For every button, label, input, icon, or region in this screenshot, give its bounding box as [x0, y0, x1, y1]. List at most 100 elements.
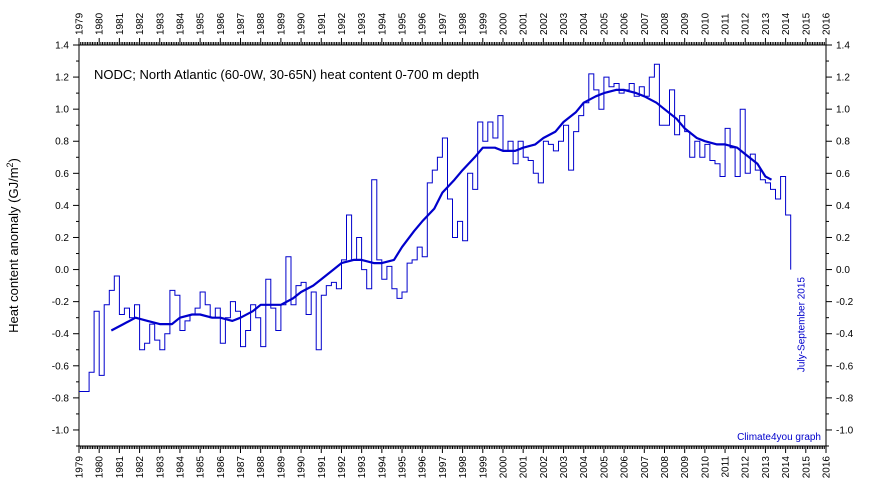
- x-tick-label-bottom: 1984: [175, 456, 186, 479]
- y-axis-label-part1: Heat content anomaly (GJ/m: [6, 167, 21, 332]
- x-tick-label-bottom: 1991: [317, 456, 328, 479]
- x-tick-label-top: 2003: [559, 12, 570, 35]
- x-tick-label-bottom: 1983: [155, 456, 166, 479]
- x-tick-label-top: 2001: [519, 12, 530, 35]
- x-tick-label-bottom: 1993: [357, 456, 368, 479]
- x-tick-label-top: 1988: [256, 12, 267, 35]
- x-tick-label-top: 1996: [418, 12, 429, 35]
- x-tick-label-bottom: 1996: [418, 456, 429, 479]
- x-tick-label-bottom: 2006: [620, 456, 631, 479]
- x-tick-label-bottom: 1987: [236, 456, 247, 479]
- y-tick-label-left: -0.8: [52, 393, 70, 404]
- x-tick-label-top: 2015: [801, 12, 812, 35]
- y-tick-label-right: 0.8: [836, 137, 850, 148]
- y-tick-label-left: 1.4: [55, 41, 69, 52]
- x-tick-label-top: 2002: [539, 12, 550, 35]
- x-tick-label-top: 1995: [398, 12, 409, 35]
- y-tick-label-right: 0.6: [836, 169, 850, 180]
- x-tick-label-bottom: 1988: [256, 456, 267, 479]
- x-tick-label-top: 1997: [438, 12, 449, 35]
- x-tick-label-top: 2007: [640, 12, 651, 35]
- x-tick-label-top: 1989: [276, 12, 287, 35]
- x-tick-label-top: 1981: [115, 12, 126, 35]
- y-tick-label-right: -0.6: [836, 361, 854, 372]
- x-tick-label-bottom: 1989: [276, 456, 287, 479]
- x-tick-label-bottom: 2007: [640, 456, 651, 479]
- x-tick-label-bottom: 2004: [579, 456, 590, 479]
- y-tick-label-left: 0.8: [55, 137, 69, 148]
- y-tick-label-right: 0.0: [836, 265, 850, 276]
- x-tick-label-bottom: 2000: [498, 456, 509, 479]
- x-tick-label-bottom: 1982: [135, 456, 146, 479]
- x-tick-label-top: 1987: [236, 12, 247, 35]
- y-tick-label-right: 1.4: [836, 41, 850, 52]
- x-tick-label-top: 1998: [458, 12, 469, 35]
- x-tick-label-bottom: 2012: [741, 456, 752, 479]
- x-tick-label-top: 1991: [317, 12, 328, 35]
- x-tick-label-bottom: 1998: [458, 456, 469, 479]
- x-tick-label-bottom: 1990: [297, 456, 308, 479]
- x-tick-label-bottom: 1986: [216, 456, 227, 479]
- x-tick-label-top: 1980: [95, 12, 106, 35]
- x-tick-label-bottom: 1981: [115, 456, 126, 479]
- y-tick-label-right: -0.2: [836, 297, 854, 308]
- x-tick-label-bottom: 2002: [539, 456, 550, 479]
- x-tick-label-top: 2009: [680, 12, 691, 35]
- x-tick-label-bottom: 2005: [599, 456, 610, 479]
- y-axis-label: Heat content anomaly (GJ/m2): [5, 158, 21, 333]
- x-tick-label-bottom: 1999: [478, 456, 489, 479]
- period-annotation: July-September 2015: [797, 277, 808, 372]
- x-tick-label-bottom: 2010: [700, 456, 711, 479]
- x-tick-label-top: 1986: [216, 12, 227, 35]
- x-tick-label-top: 1985: [196, 12, 207, 35]
- x-tick-label-bottom: 2011: [721, 456, 732, 478]
- x-tick-label-top: 2014: [781, 12, 792, 35]
- x-tick-label-top: 2008: [660, 12, 671, 35]
- x-tick-label-top: 1994: [377, 12, 388, 35]
- x-tick-label-bottom: 1985: [196, 456, 207, 479]
- y-tick-label-left: -0.2: [52, 297, 70, 308]
- ticks: 1979 1979 1980 1980 1981 1981 1982 1982 1983 1983…: [52, 12, 854, 478]
- y-tick-label-left: 1.0: [55, 105, 69, 116]
- x-tick-label-top: 2010: [700, 12, 711, 35]
- y-tick-label-right: -0.8: [836, 393, 854, 404]
- x-tick-label-top: 2004: [579, 12, 590, 35]
- x-tick-label-top: 1979: [75, 12, 86, 35]
- y-tick-label-right: 0.4: [836, 201, 850, 212]
- y-tick-label-right: 1.0: [836, 105, 850, 116]
- y-tick-label-right: -1.0: [836, 425, 854, 436]
- x-tick-label-bottom: 1997: [438, 456, 449, 479]
- x-tick-label-bottom: 2016: [822, 456, 833, 479]
- x-tick-label-bottom: 1979: [75, 456, 86, 479]
- y-tick-label-left: 0.4: [55, 201, 69, 212]
- x-tick-label-bottom: 2003: [559, 456, 570, 479]
- x-tick-label-top: 2013: [761, 12, 772, 35]
- y-tick-label-left: 0.2: [55, 233, 69, 244]
- x-tick-label-bottom: 1995: [398, 456, 409, 479]
- x-tick-label-top: 1984: [175, 12, 186, 35]
- y-tick-label-left: -0.6: [52, 361, 70, 372]
- x-tick-label-top: 2011: [721, 13, 732, 35]
- x-tick-label-bottom: 2009: [680, 456, 691, 479]
- x-tick-label-bottom: 1994: [377, 456, 388, 479]
- x-tick-label-top: 2016: [822, 12, 833, 35]
- y-tick-label-left: 1.2: [55, 73, 69, 84]
- y-tick-label-right: -0.4: [836, 329, 854, 340]
- y-tick-label-right: 0.2: [836, 233, 850, 244]
- x-tick-label-top: 1999: [478, 12, 489, 35]
- x-tick-label-top: 1983: [155, 12, 166, 35]
- series-quarterly-step: [79, 63, 792, 392]
- y-tick-label-left: -1.0: [52, 425, 70, 436]
- x-tick-label-top: 1993: [357, 12, 368, 35]
- y-tick-label-right: 1.2: [836, 73, 850, 84]
- x-tick-label-bottom: 1980: [95, 456, 106, 479]
- x-tick-label-bottom: 2013: [761, 456, 772, 479]
- x-tick-label-bottom: 2015: [801, 456, 812, 479]
- y-tick-label-left: 0.0: [55, 265, 69, 276]
- x-tick-label-top: 2005: [599, 12, 610, 35]
- x-tick-label-top: 2006: [620, 12, 631, 35]
- x-tick-label-top: 2000: [498, 12, 509, 35]
- x-tick-label-bottom: 1992: [337, 456, 348, 479]
